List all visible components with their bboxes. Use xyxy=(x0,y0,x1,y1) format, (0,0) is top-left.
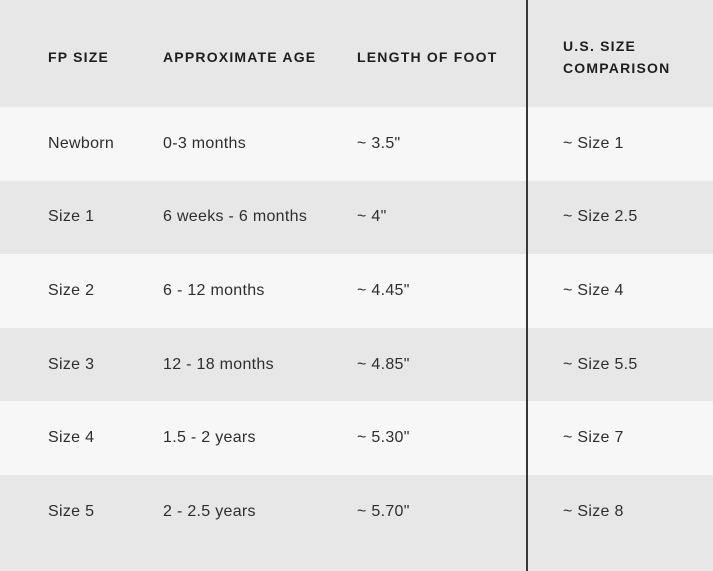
cell-us-size: ~ Size 4 xyxy=(527,254,713,328)
age-value: 6 - 12 months xyxy=(163,281,265,299)
us-size-value: ~ Size 2.5 xyxy=(563,208,638,226)
cell-fp-size: Newborn xyxy=(0,107,163,181)
table-row: Size 2 6 - 12 months ~ 4.45" ~ Size 4 xyxy=(0,254,713,328)
cell-length-of-foot: ~ 4" xyxy=(355,181,527,255)
cell-fp-size: Size 5 xyxy=(0,475,163,571)
cell-us-size: ~ Size 1 xyxy=(527,107,713,181)
cell-approximate-age: 1.5 - 2 years xyxy=(163,401,355,475)
table-row: Newborn 0-3 months ~ 3.5" ~ Size 1 xyxy=(0,107,713,181)
table-header-row: FP SIZE APPROXIMATE AGE LENGTH OF FOOT U… xyxy=(0,0,713,107)
cell-length-of-foot: ~ 5.70" xyxy=(355,475,527,571)
cell-approximate-age: 6 - 12 months xyxy=(163,254,355,328)
table-row: Size 4 1.5 - 2 years ~ 5.30" ~ Size 7 xyxy=(0,401,713,475)
cell-approximate-age: 0-3 months xyxy=(163,107,355,181)
cell-fp-size: Size 1 xyxy=(0,181,163,255)
fp-size-value: Size 4 xyxy=(48,429,95,447)
cell-us-size: ~ Size 7 xyxy=(527,401,713,475)
foot-length-value: ~ 3.5" xyxy=(357,134,401,152)
foot-length-value: ~ 5.30" xyxy=(357,429,410,447)
fp-size-value: Newborn xyxy=(48,134,115,152)
cell-us-size: ~ Size 8 xyxy=(527,475,713,571)
us-size-value: ~ Size 8 xyxy=(563,502,624,520)
cell-length-of-foot: ~ 4.45" xyxy=(355,254,527,328)
age-value: 12 - 18 months xyxy=(163,355,274,373)
cell-fp-size: Size 4 xyxy=(0,401,163,475)
header-label-fp-size: FP SIZE xyxy=(48,49,110,65)
foot-length-value: ~ 4.85" xyxy=(357,355,410,373)
cell-approximate-age: 12 - 18 months xyxy=(163,328,355,402)
cell-approximate-age: 2 - 2.5 years xyxy=(163,475,355,571)
header-cell-length-of-foot: LENGTH OF FOOT xyxy=(355,0,527,107)
cell-length-of-foot: ~ 4.85" xyxy=(355,328,527,402)
foot-length-value: ~ 4.45" xyxy=(357,281,410,299)
age-value: 2 - 2.5 years xyxy=(163,502,256,520)
header-cell-us-size-comparison: U.S. SIZE COMPARISON xyxy=(527,0,713,107)
foot-length-value: ~ 5.70" xyxy=(357,502,410,520)
table-row: Size 3 12 - 18 months ~ 4.85" ~ Size 5.5 xyxy=(0,327,713,402)
column-divider xyxy=(526,0,528,571)
foot-length-value: ~ 4" xyxy=(357,208,387,226)
header-label-us-size-comparison: U.S. SIZE COMPARISON xyxy=(563,38,671,76)
cell-length-of-foot: ~ 3.5" xyxy=(355,107,527,181)
table-row: Size 5 2 - 2.5 years ~ 5.70" ~ Size 8 xyxy=(0,474,713,571)
us-size-value: ~ Size 5.5 xyxy=(563,355,638,373)
age-value: 6 weeks - 6 months xyxy=(163,208,308,226)
cell-fp-size: Size 2 xyxy=(0,254,163,328)
fp-size-value: Size 2 xyxy=(48,281,95,299)
table-row: Size 1 6 weeks - 6 months ~ 4" ~ Size 2.… xyxy=(0,180,713,255)
age-value: 1.5 - 2 years xyxy=(163,429,256,447)
cell-fp-size: Size 3 xyxy=(0,328,163,402)
header-label-approximate-age: APPROXIMATE AGE xyxy=(163,49,317,65)
cell-approximate-age: 6 weeks - 6 months xyxy=(163,181,355,255)
header-label-length-of-foot: LENGTH OF FOOT xyxy=(357,49,498,65)
us-size-value: ~ Size 4 xyxy=(563,281,624,299)
age-value: 0-3 months xyxy=(163,134,247,152)
us-size-value: ~ Size 7 xyxy=(563,429,624,447)
header-cell-approximate-age: APPROXIMATE AGE xyxy=(163,0,355,107)
header-cell-fp-size: FP SIZE xyxy=(0,0,163,107)
cell-us-size: ~ Size 2.5 xyxy=(527,181,713,255)
us-size-value: ~ Size 1 xyxy=(563,134,624,152)
fp-size-value: Size 5 xyxy=(48,502,95,520)
fp-size-value: Size 3 xyxy=(48,355,95,373)
cell-us-size: ~ Size 5.5 xyxy=(527,328,713,402)
cell-length-of-foot: ~ 5.30" xyxy=(355,401,527,475)
fp-size-value: Size 1 xyxy=(48,208,95,226)
